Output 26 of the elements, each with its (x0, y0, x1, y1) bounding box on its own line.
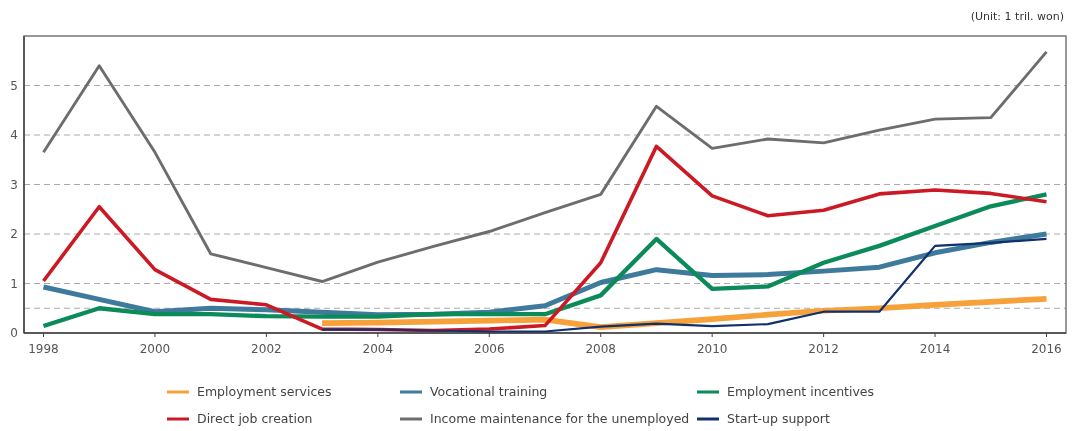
x-tick-label: 2002 (251, 342, 282, 356)
line-series (42, 50, 1048, 283)
text: (Unit: 1 tril. won) (970, 10, 1064, 23)
x-tick-label: 2012 (808, 342, 839, 356)
legend-label: Employment incentives (727, 384, 875, 400)
y-tick-label: 5 (10, 78, 18, 93)
legend-label: Vocational training (430, 384, 548, 400)
legend-label: Employment services (197, 384, 332, 400)
x-tick-label: 2010 (696, 342, 728, 356)
y-tick-label: 2 (10, 227, 18, 242)
y-tick-label: 3 (10, 177, 18, 192)
legend-label: Direct job creation (197, 411, 313, 427)
y-tick-label: 1 (10, 276, 18, 291)
y-tick-label: 4 (10, 128, 18, 143)
x-tick-label: 2006 (474, 342, 505, 356)
legend-label: Income maintenance for the unemployed (430, 411, 690, 427)
y-tick-label: 0 (10, 326, 18, 341)
legend-label: Start-up support (727, 411, 830, 427)
x-tick-label: 2016 (1031, 342, 1062, 356)
x-tick-label: 2014 (919, 342, 951, 356)
line-series (41, 192, 1049, 329)
x-tick-label: 2004 (362, 342, 394, 356)
x-tick-label: 2000 (139, 342, 171, 356)
x-tick-label: 2008 (585, 342, 616, 356)
line-series (321, 237, 1048, 333)
x-tick-label: 1998 (28, 342, 59, 356)
